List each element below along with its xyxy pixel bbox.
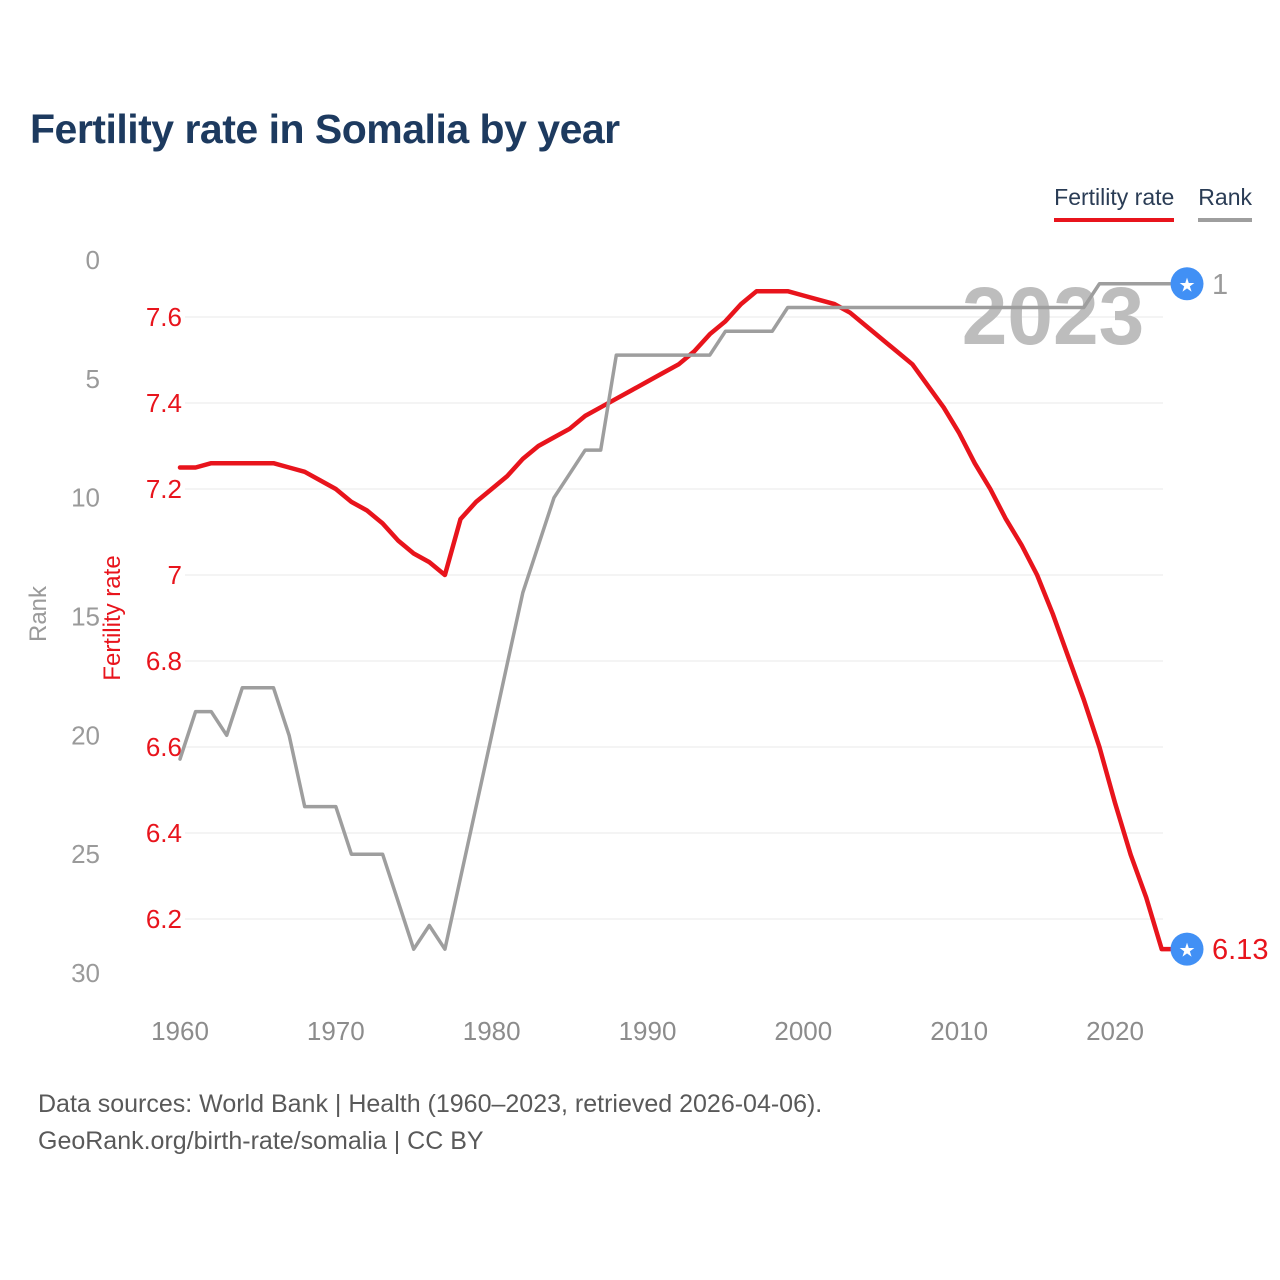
source-line: Data sources: World Bank | Health (1960–…	[38, 1090, 823, 1118]
rank-axis-tick: 25	[71, 839, 100, 869]
data-source-note: Data sources: World Bank | Health (1960–…	[38, 1086, 822, 1160]
watermark-year: 2023	[962, 271, 1144, 362]
latest-point-marker-fertility-rate[interactable]	[1170, 932, 1204, 966]
fertility-axis-tick: 7.2	[146, 474, 182, 504]
end-value-label-rank: 1	[1212, 269, 1228, 301]
year-axis-tick: 2010	[930, 1016, 988, 1046]
year-axis-tick: 2020	[1086, 1016, 1144, 1046]
fertility-axis-label: Fertility rate	[99, 555, 126, 680]
rank-axis-tick: 20	[71, 720, 100, 750]
fertility-axis-tick: 7	[168, 560, 182, 590]
attribution-line: GeoRank.org/birth-rate/somalia | CC BY	[38, 1127, 484, 1155]
year-axis-tick: 1970	[307, 1016, 365, 1046]
legend-item-rank[interactable]: Rank	[1198, 184, 1252, 222]
fertility-axis-tick: 7.4	[146, 388, 182, 418]
rank-axis-label: Rank	[25, 585, 52, 642]
latest-point-marker-rank[interactable]	[1170, 267, 1204, 301]
star-icon: ★	[1178, 274, 1195, 296]
fertility-axis-tick: 7.6	[146, 302, 182, 332]
rank-axis-tick: 5	[86, 364, 100, 394]
end-value-label-fertility-rate: 6.13	[1212, 934, 1268, 966]
year-axis-tick: 1960	[151, 1016, 209, 1046]
fertility-axis-tick: 6.4	[146, 818, 182, 848]
page-title: Fertility rate in Somalia by year	[30, 106, 620, 152]
star-icon: ★	[1178, 940, 1195, 962]
rank-axis-tick: 10	[71, 483, 100, 513]
legend: Fertility rate Rank	[1054, 184, 1252, 222]
year-axis-tick: 1980	[463, 1016, 521, 1046]
rank-axis-tick: 15	[71, 602, 100, 632]
fertility-axis-tick: 6.2	[146, 904, 182, 934]
year-axis-tick: 1990	[619, 1016, 677, 1046]
legend-item-fertility-rate[interactable]: Fertility rate	[1054, 184, 1175, 222]
rank-axis-tick: 30	[71, 958, 100, 988]
fertility-axis-tick: 6.6	[146, 732, 182, 762]
year-axis-tick: 2000	[774, 1016, 832, 1046]
series-line-rank[interactable]	[178, 282, 1172, 951]
series-line-fertility-rate[interactable]	[177, 288, 1173, 952]
rank-axis-tick: 0	[86, 245, 100, 275]
fertility-axis-tick: 6.8	[146, 646, 182, 676]
